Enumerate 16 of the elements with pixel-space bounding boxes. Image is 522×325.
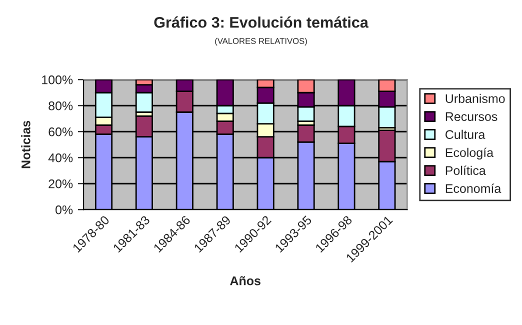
x-axis-title: Años xyxy=(230,276,260,286)
y-tick-label: 60% xyxy=(48,127,73,136)
legend-label: Política xyxy=(446,166,486,176)
legend-label: Urbanismo xyxy=(446,94,505,104)
chart-title: Gráfico 3: Evolución temática xyxy=(154,16,369,28)
legend-label: Economía xyxy=(446,184,502,193)
legend-label: Cultura xyxy=(446,130,486,139)
y-tick-label: 40% xyxy=(48,153,73,162)
y-tick-label: 20% xyxy=(48,179,73,188)
y-tick-label: 80% xyxy=(48,101,73,110)
chart-subtitle: (VALORES RELATIVOS) xyxy=(215,38,307,46)
legend-label: Ecología xyxy=(446,148,494,160)
y-tick-label: 100% xyxy=(42,75,73,84)
y-tick-label: 0% xyxy=(56,205,73,214)
y-axis-title: Noticias xyxy=(21,120,30,168)
legend-label: Recursos xyxy=(446,112,498,122)
